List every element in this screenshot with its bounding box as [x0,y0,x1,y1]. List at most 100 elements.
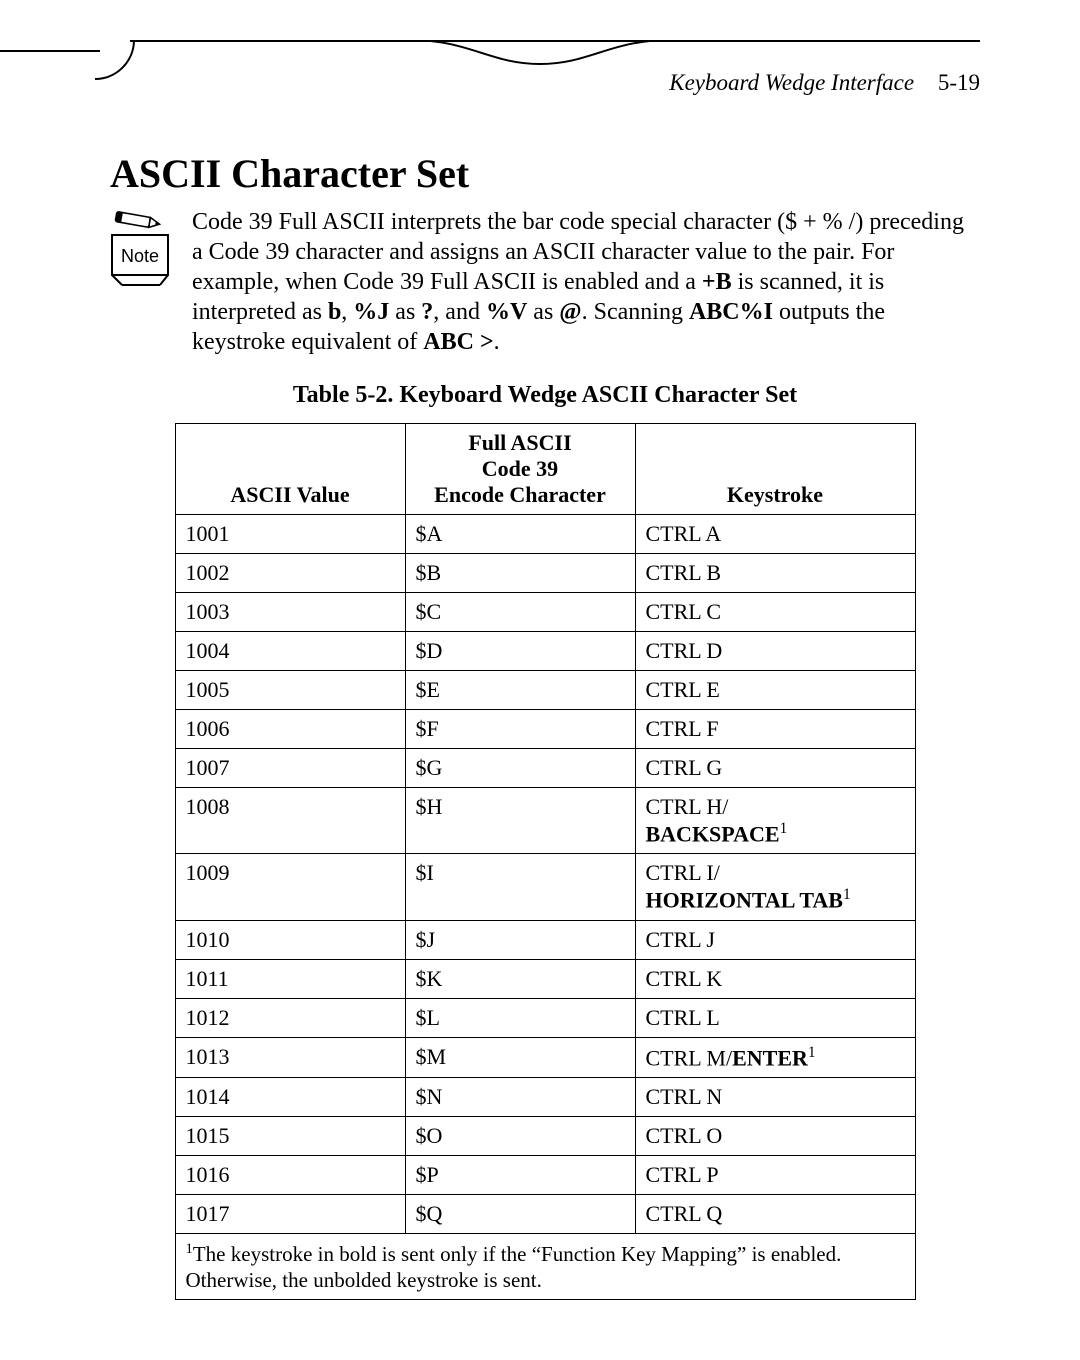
cell-ascii-value: 1003 [175,593,405,632]
cell-encode-char: $O [405,1116,635,1155]
table-row: 1011$KCTRL K [175,959,915,998]
cell-keystroke: CTRL D [635,632,915,671]
th-encode-char: Full ASCII Code 39 Encode Character [405,424,635,515]
cell-ascii-value: 1010 [175,920,405,959]
note-bold-8: ABC > [423,329,493,355]
running-head: Keyboard Wedge Interface 5-19 [669,70,980,96]
cell-ascii-value: 1017 [175,1194,405,1233]
cell-encode-char: $J [405,920,635,959]
cell-keystroke: CTRL C [635,593,915,632]
content: ASCII Character Set Note [110,150,980,1300]
cell-ascii-value: 1015 [175,1116,405,1155]
note-block: Note Code 39 Full ASCII interprets the b… [110,207,980,357]
table-row: 1007$GCTRL G [175,749,915,788]
cell-keystroke: CTRL G [635,749,915,788]
cell-keystroke: CTRL O [635,1116,915,1155]
footnote-sup: 1 [186,1241,193,1257]
note-end: . [494,329,500,355]
cell-keystroke: CTRL L [635,998,915,1037]
header-tab-slope [410,40,670,80]
note-label: Note [121,246,159,266]
note-mid-4: , and [433,299,486,325]
cell-encode-char: $I [405,854,635,920]
note-mid-3: as [389,299,421,325]
table-row: 1017$QCTRL Q [175,1194,915,1233]
cell-keystroke: CTRL I/HORIZONTAL TAB1 [635,854,915,920]
cell-keystroke: CTRL N [635,1077,915,1116]
cell-encode-char: $H [405,788,635,854]
table-footnote-row: 1The keystroke in bold is sent only if t… [175,1233,915,1300]
table-row: 1005$ECTRL E [175,671,915,710]
table-row: 1016$PCTRL P [175,1155,915,1194]
cell-encode-char: $Q [405,1194,635,1233]
cell-keystroke: CTRL H/BACKSPACE1 [635,788,915,854]
footnote-text: The keystroke in bold is sent only if th… [186,1242,842,1292]
th-ascii-value: ASCII Value [175,424,405,515]
table-row: 1001$ACTRL A [175,515,915,554]
cell-encode-char: $E [405,671,635,710]
cell-ascii-value: 1002 [175,554,405,593]
section-title: ASCII Character Set [110,150,980,197]
note-text: Code 39 Full ASCII interprets the bar co… [192,207,980,357]
cell-encode-char: $M [405,1037,635,1077]
note-bold-4: ? [421,299,433,325]
ascii-table: ASCII Value Full ASCII Code 39 Encode Ch… [175,423,916,1300]
note-mid-2: , [341,299,353,325]
header-corner-curve [95,40,135,80]
th-encode-l3: Encode Character [434,482,606,507]
cell-encode-char: $D [405,632,635,671]
cell-keystroke: CTRL P [635,1155,915,1194]
table-header-row: ASCII Value Full ASCII Code 39 Encode Ch… [175,424,915,515]
cell-ascii-value: 1016 [175,1155,405,1194]
cell-ascii-value: 1014 [175,1077,405,1116]
page: Keyboard Wedge Interface 5-19 ASCII Char… [0,0,1080,1360]
cell-encode-char: $G [405,749,635,788]
th-keystroke: Keystroke [635,424,915,515]
table-row: 1014$NCTRL N [175,1077,915,1116]
table-row: 1008$HCTRL H/BACKSPACE1 [175,788,915,854]
note-mid-6: . Scanning [582,299,689,325]
cell-keystroke: CTRL A [635,515,915,554]
th-encode-l1: Full ASCII [468,430,571,455]
note-mid-5: as [527,299,559,325]
table-row: 1004$DCTRL D [175,632,915,671]
cell-ascii-value: 1001 [175,515,405,554]
note-bold-5: %V [486,299,527,325]
cell-keystroke: CTRL B [635,554,915,593]
header-rule-short [0,50,100,52]
table-row: 1010$JCTRL J [175,920,915,959]
note-bold-6: @ [559,299,581,325]
table-row: 1015$OCTRL O [175,1116,915,1155]
table-footnote: 1The keystroke in bold is sent only if t… [175,1233,915,1300]
running-head-section: Keyboard Wedge Interface [669,70,914,95]
table-row: 1009$ICTRL I/HORIZONTAL TAB1 [175,854,915,920]
cell-encode-char: $P [405,1155,635,1194]
cell-ascii-value: 1006 [175,710,405,749]
running-head-page: 5-19 [938,70,980,95]
cell-ascii-value: 1009 [175,854,405,920]
cell-keystroke: CTRL F [635,710,915,749]
cell-ascii-value: 1004 [175,632,405,671]
table-row: 1002$BCTRL B [175,554,915,593]
table-row: 1013$MCTRL M/ENTER1 [175,1037,915,1077]
table-row: 1012$LCTRL L [175,998,915,1037]
th-encode-l2: Code 39 [482,456,558,481]
cell-ascii-value: 1008 [175,788,405,854]
cell-encode-char: $K [405,959,635,998]
cell-keystroke: CTRL K [635,959,915,998]
note-bold-1: +B [702,269,732,295]
cell-ascii-value: 1013 [175,1037,405,1077]
cell-ascii-value: 1005 [175,671,405,710]
cell-keystroke: CTRL M/ENTER1 [635,1037,915,1077]
table-row: 1006$FCTRL F [175,710,915,749]
cell-ascii-value: 1012 [175,998,405,1037]
note-bold-2: b [328,299,341,325]
note-icon: Note [110,207,172,287]
note-bold-7: ABC%I [689,299,773,325]
cell-encode-char: $B [405,554,635,593]
cell-keystroke: CTRL E [635,671,915,710]
cell-ascii-value: 1011 [175,959,405,998]
cell-encode-char: $L [405,998,635,1037]
cell-encode-char: $C [405,593,635,632]
table-row: 1003$CCTRL C [175,593,915,632]
